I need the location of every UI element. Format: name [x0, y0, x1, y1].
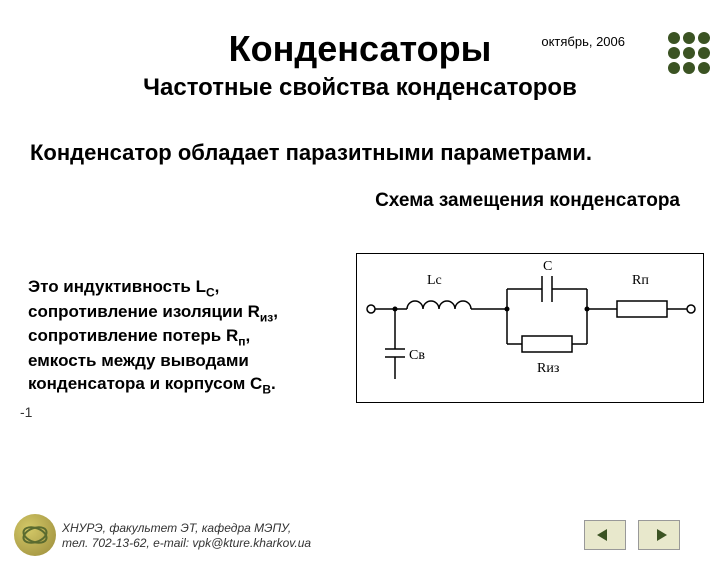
- next-button[interactable]: [638, 520, 680, 550]
- nav-buttons: [584, 520, 680, 550]
- corner-ornament: [668, 32, 710, 74]
- label-rp: Rп: [632, 273, 649, 288]
- label-lc: Lc: [427, 273, 442, 288]
- label-cb: Cв: [409, 348, 425, 363]
- description-block: Это индуктивность LC, сопротивление изол…: [28, 276, 348, 397]
- org-logo: [14, 514, 56, 556]
- page-number: -1: [20, 404, 32, 420]
- page-subtitle: Частотные свойства конденсаторов: [0, 74, 720, 102]
- schema-label: Схема замещения конденсатора: [0, 190, 680, 212]
- body-text: Конденсатор обладает паразитными парамет…: [30, 140, 720, 166]
- date-text: октябрь, 2006: [541, 34, 625, 49]
- footer-text: ХНУРЭ, факультет ЭТ, кафедра МЭПУ, тел. …: [62, 521, 311, 552]
- prev-button[interactable]: [584, 520, 626, 550]
- label-riz: Rиз: [537, 361, 560, 376]
- circuit-diagram: Lc C Rп Cв Rиз: [356, 253, 704, 403]
- label-c: C: [543, 259, 552, 274]
